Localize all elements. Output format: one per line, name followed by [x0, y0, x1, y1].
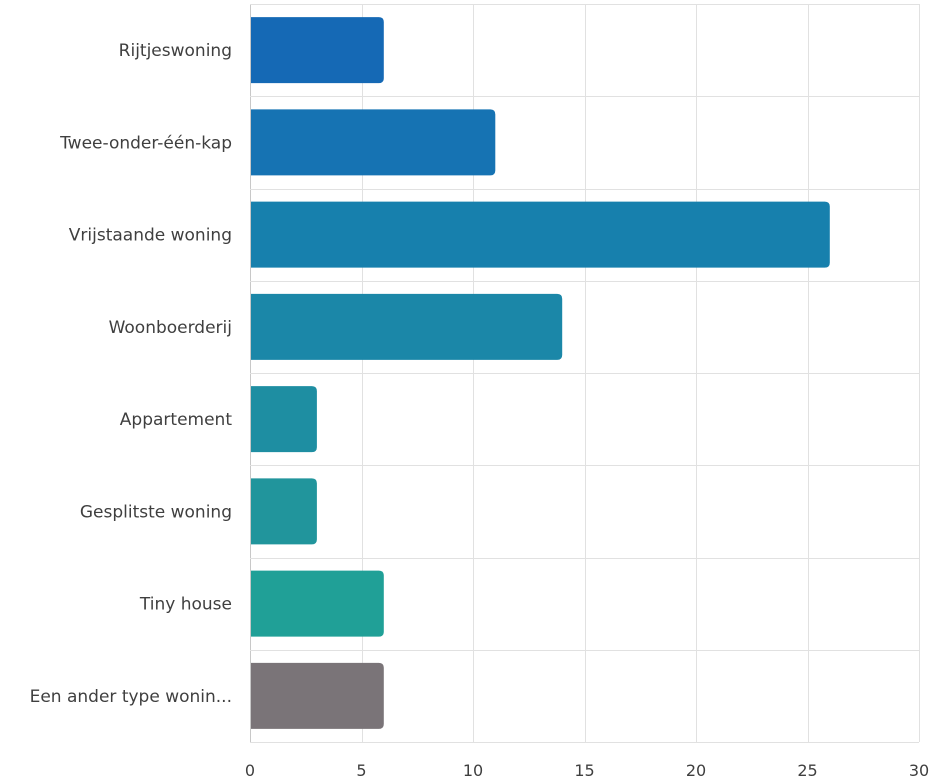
category-label: Tiny house: [139, 595, 232, 615]
bar[interactable]: [251, 570, 384, 637]
bar[interactable]: [251, 17, 384, 84]
category-label: Een ander type wonin...: [30, 687, 232, 707]
bar[interactable]: [251, 201, 830, 268]
bar[interactable]: [251, 386, 317, 453]
x-tick-label: 30: [909, 761, 929, 780]
x-tick-label: 15: [574, 761, 594, 780]
x-tick-label: 0: [245, 761, 255, 780]
bar[interactable]: [251, 109, 496, 176]
category-labels: Rijtjeswoning Twee-onder-één-kap Vrijstaan…: [30, 41, 233, 707]
grid: [250, 4, 920, 743]
bar[interactable]: [251, 662, 384, 729]
x-tick-label: 20: [686, 761, 706, 780]
x-tick-label: 25: [797, 761, 817, 780]
category-label: Twee-onder-één-kap: [59, 133, 232, 153]
category-label: Vrijstaande woning: [69, 226, 232, 246]
category-label: Appartement: [120, 410, 233, 430]
bars: [251, 17, 830, 729]
x-axis-tick-labels: 0 5 10 15 20 25 30: [245, 761, 929, 780]
category-label: Rijtjeswoning: [119, 41, 232, 61]
category-label: Woonboerderij: [109, 318, 232, 338]
bar[interactable]: [251, 478, 317, 545]
x-tick-label: 5: [356, 761, 366, 780]
bar[interactable]: [251, 293, 563, 360]
x-tick-label: 10: [463, 761, 483, 780]
category-label: Gesplitste woning: [80, 502, 232, 522]
